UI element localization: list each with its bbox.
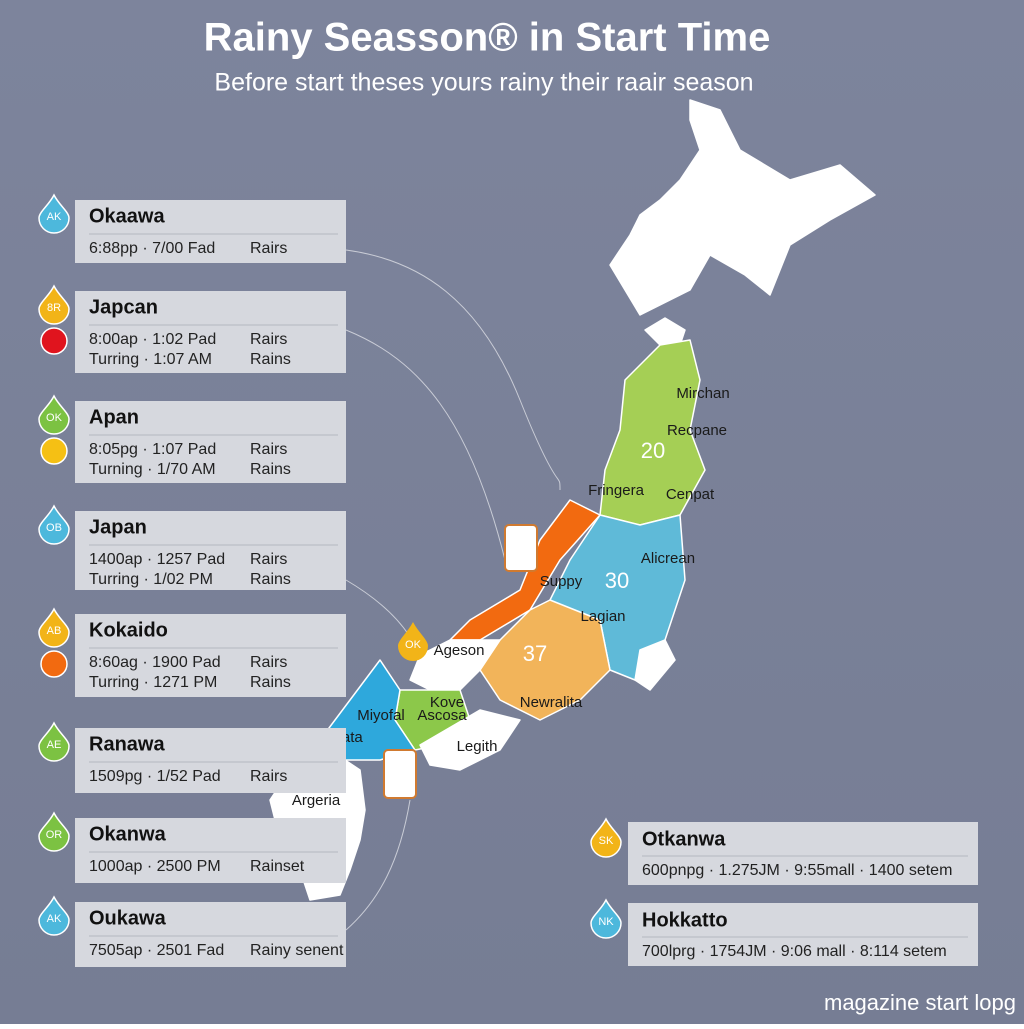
- footer: magazine start lopg: [824, 990, 1016, 1015]
- card: [75, 818, 346, 883]
- row-time: 8:00ap · 1:02 Pad: [89, 331, 216, 348]
- row-label: Rairs: [250, 240, 287, 257]
- card-name: Oukawa: [89, 907, 167, 929]
- card-name: Okaawa: [89, 205, 165, 227]
- badge-drop: [38, 284, 70, 325]
- row-time: Turring · 1:07 AM: [89, 351, 212, 368]
- row-time: 1509pg · 1/52 Pad: [89, 768, 221, 785]
- map-label: Miyofal: [357, 707, 405, 724]
- card-name: Apan: [89, 406, 139, 428]
- badge-drop: [38, 193, 70, 234]
- badge-label: OB: [46, 522, 62, 534]
- map-label: Argeria: [292, 792, 341, 809]
- badge-drop: [590, 898, 622, 939]
- row-time: 6:88pp · 7/00 Fad: [89, 240, 215, 257]
- badge-drop: [590, 817, 622, 858]
- side-card: [628, 822, 978, 885]
- row-label: Rains: [250, 461, 291, 478]
- map-label: Lagian: [580, 608, 625, 625]
- badge-label: AE: [47, 739, 62, 751]
- row-time: 8:60ag · 1900 Pad: [89, 654, 221, 671]
- map-badge-drop: [398, 622, 428, 661]
- cards: Okaawa 6:88pp · 7/00 Fad Rairs AK Japcan 8:00…: [38, 193, 978, 967]
- card-name: Otkanwa: [642, 828, 726, 850]
- badge-label: OK: [46, 412, 63, 424]
- card: [75, 902, 346, 967]
- map-label: Legith: [457, 738, 498, 755]
- row-time: Turring · 1271 PM: [89, 674, 217, 691]
- status-dot: [40, 650, 68, 678]
- row-time: 1000ap · 2500 PM: [89, 858, 221, 875]
- row-time: Turning · 1/70 AM: [89, 461, 216, 478]
- card: [75, 291, 346, 373]
- status-dot: [40, 437, 68, 465]
- row-time: 7505ap · 2501 Fad: [89, 942, 224, 959]
- connectors: [345, 249, 561, 931]
- card-detail: 600pnpg · 1.275JM · 9:55mall · 1400 sete…: [642, 862, 952, 879]
- card-name: Japan: [89, 516, 147, 538]
- map-number: 37: [523, 641, 547, 666]
- card-name: Ranawa: [89, 733, 165, 755]
- card-name: Hokkatto: [642, 909, 728, 931]
- card-name: Okanwa: [89, 823, 167, 845]
- row-label: Rains: [250, 351, 291, 368]
- badge-label: AK: [47, 211, 62, 223]
- map-label: Suppy: [540, 573, 583, 590]
- row-time: Turring · 1/02 PM: [89, 571, 213, 588]
- card: [75, 401, 346, 483]
- card: [75, 614, 346, 697]
- map-badge: OK: [405, 639, 422, 651]
- map-labels: Mirchan Recpane Fringera Cenpat Alicrean…: [292, 385, 730, 809]
- map-label: Newralita: [520, 694, 583, 711]
- row-label: Rains: [250, 571, 291, 588]
- map-label: Fringera: [588, 482, 645, 499]
- row-label: Rains: [250, 674, 291, 691]
- badge-drop: [38, 895, 70, 936]
- map-label: Ascosa: [417, 707, 467, 724]
- card: [75, 728, 346, 793]
- map-label: Ageson: [434, 642, 485, 659]
- badge-label: OR: [46, 829, 63, 841]
- map-number: 20: [641, 438, 665, 463]
- row-label: Rairs: [250, 768, 287, 785]
- side-card: [628, 903, 978, 966]
- badge-drop: [38, 504, 70, 545]
- row-label: Rainset: [250, 858, 305, 875]
- subtitle: Before start theses yours rainy their ra…: [214, 69, 753, 97]
- badge-drop: [38, 394, 70, 435]
- map-number: 30: [605, 568, 629, 593]
- badge-drop: [38, 811, 70, 852]
- badge-drop: [38, 721, 70, 762]
- card: [75, 200, 346, 263]
- row-time: 1400ap · 1257 Pad: [89, 551, 225, 568]
- map-label: Kove: [430, 694, 464, 711]
- badge-label: 8R: [47, 302, 61, 314]
- card-name: Kokaido: [89, 619, 168, 641]
- badge-label: NK: [598, 916, 614, 928]
- row-time: 8:05pg · 1:07 Pad: [89, 441, 216, 458]
- card-name: Japcan: [89, 296, 158, 318]
- card: [75, 511, 346, 590]
- row-label: Rairs: [250, 331, 287, 348]
- map-label: Mirchan: [676, 385, 729, 402]
- map-label: Cenpat: [666, 486, 715, 503]
- row-label: Rairs: [250, 551, 287, 568]
- row-label: Rainy senent: [250, 942, 344, 959]
- badge-label: AK: [47, 913, 62, 925]
- badge-drop: [38, 607, 70, 648]
- badge-label: SK: [599, 835, 614, 847]
- title: Rainy Seasson® in Start Time: [204, 16, 771, 60]
- map-label: Alicrean: [641, 550, 695, 567]
- badge-label: AB: [47, 625, 62, 637]
- row-label: Rairs: [250, 654, 287, 671]
- row-label: Rairs: [250, 441, 287, 458]
- status-dot: [40, 327, 68, 355]
- card-detail: 700lprg · 1754JM · 9:06 mall · 8:114 set…: [642, 943, 947, 960]
- map-label: Recpane: [667, 422, 727, 439]
